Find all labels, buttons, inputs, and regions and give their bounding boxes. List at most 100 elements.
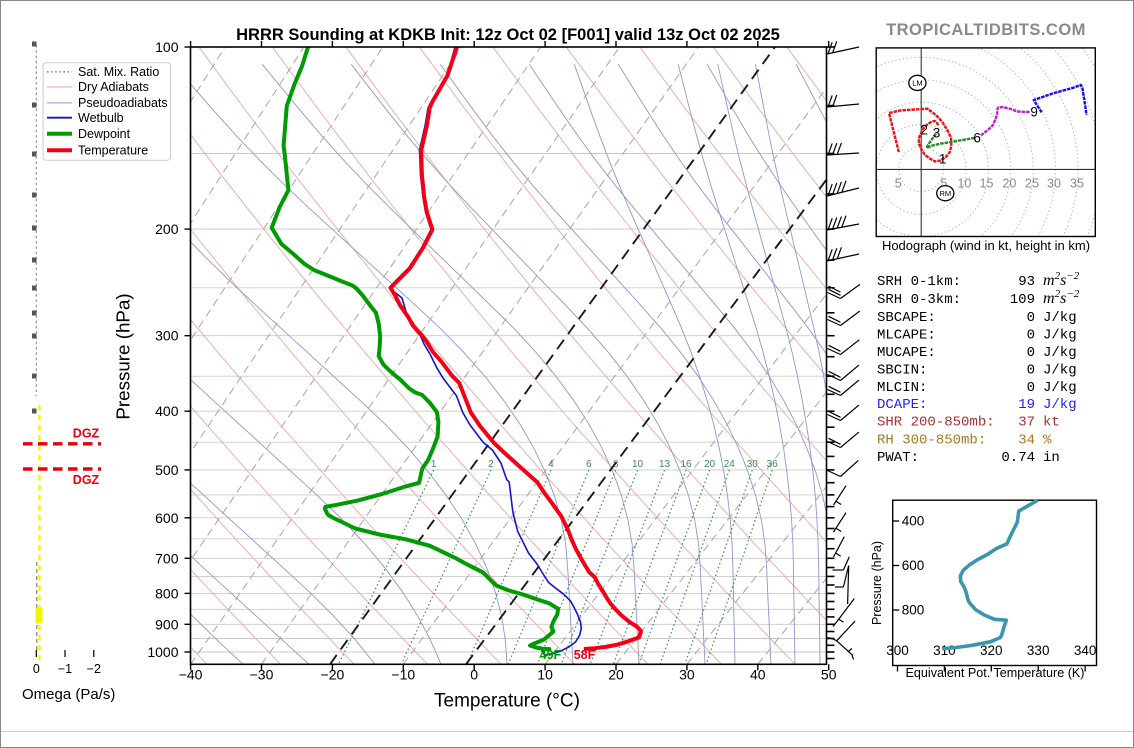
svg-text:SRH 0-1km:: SRH 0-1km:	[877, 274, 961, 290]
svg-text:0: 0	[1027, 345, 1035, 361]
svg-text:0.74: 0.74	[1001, 450, 1035, 466]
svg-text:Temperature (°C): Temperature (°C)	[434, 691, 580, 712]
svg-text:8: 8	[613, 459, 619, 470]
svg-text:10: 10	[632, 459, 644, 470]
svg-text:J/kg: J/kg	[1043, 397, 1077, 413]
svg-text:J/kg: J/kg	[1043, 345, 1077, 361]
svg-text:SBCAPE:: SBCAPE:	[877, 310, 936, 326]
svg-text:310: 310	[933, 643, 956, 658]
svg-text:1000: 1000	[147, 644, 178, 660]
svg-text:93: 93	[1018, 274, 1035, 290]
svg-text:PWAT:: PWAT:	[877, 450, 919, 466]
svg-text:49F: 49F	[540, 648, 562, 662]
svg-text:320: 320	[980, 643, 1003, 658]
svg-text:DCAPE:: DCAPE:	[877, 397, 927, 413]
svg-text:J/kg: J/kg	[1043, 380, 1077, 396]
svg-text:24: 24	[724, 459, 736, 470]
svg-text:−1: −1	[58, 662, 72, 676]
svg-text:800: 800	[155, 585, 179, 601]
svg-text:1: 1	[431, 459, 437, 470]
svg-text:0: 0	[1027, 328, 1035, 344]
svg-text:9: 9	[1030, 104, 1038, 119]
svg-text:700: 700	[155, 550, 179, 566]
svg-text:19: 19	[1018, 397, 1035, 413]
svg-text:36: 36	[767, 459, 779, 470]
svg-text:500: 500	[155, 462, 179, 478]
svg-text:30: 30	[679, 667, 695, 683]
svg-text:400: 400	[155, 403, 179, 419]
svg-text:3: 3	[933, 125, 941, 140]
svg-text:%: %	[1043, 433, 1052, 449]
svg-text:−10: −10	[391, 667, 415, 683]
svg-text:37: 37	[1018, 415, 1035, 431]
svg-text:330: 330	[1027, 643, 1050, 658]
svg-text:340: 340	[1074, 643, 1097, 658]
svg-text:58F: 58F	[574, 648, 596, 662]
svg-text:kt: kt	[1043, 415, 1060, 431]
svg-text:5: 5	[940, 177, 947, 191]
svg-text:DGZ: DGZ	[73, 427, 100, 441]
svg-text:600: 600	[902, 558, 925, 573]
svg-text:20: 20	[704, 459, 716, 470]
svg-text:TROPICALTIDBITS.COM: TROPICALTIDBITS.COM	[886, 21, 1086, 39]
svg-text:600: 600	[155, 510, 179, 526]
svg-text:10: 10	[537, 667, 553, 683]
svg-text:300: 300	[886, 643, 909, 658]
svg-text:MLCAPE:: MLCAPE:	[877, 328, 936, 344]
svg-text:MUCAPE:: MUCAPE:	[877, 345, 936, 361]
svg-text:Sat. Mix. Ratio: Sat. Mix. Ratio	[78, 65, 159, 79]
svg-text:LM: LM	[912, 79, 922, 88]
svg-text:300: 300	[155, 328, 179, 344]
svg-text:6: 6	[586, 459, 592, 470]
svg-text:400: 400	[902, 514, 925, 529]
svg-text:200: 200	[155, 221, 179, 237]
svg-text:SHR 200-850mb:: SHR 200-850mb:	[877, 415, 995, 431]
svg-text:10: 10	[957, 177, 971, 191]
svg-text:1: 1	[939, 152, 947, 167]
svg-text:16: 16	[680, 459, 692, 470]
svg-text:13: 13	[659, 459, 671, 470]
svg-text:40: 40	[750, 667, 766, 683]
svg-text:34: 34	[1018, 433, 1035, 449]
svg-text:20: 20	[608, 667, 624, 683]
svg-text:Pressure (hPa): Pressure (hPa)	[113, 293, 134, 419]
svg-text:900: 900	[155, 616, 179, 632]
svg-text:2: 2	[488, 459, 494, 470]
svg-text:J/kg: J/kg	[1043, 328, 1077, 344]
svg-text:Hodograph (wind in kt, height: Hodograph (wind in kt, height in km)	[882, 238, 1090, 253]
svg-text:Pressure (hPa): Pressure (hPa)	[870, 541, 884, 625]
svg-text:RH 300-850mb:: RH 300-850mb:	[877, 433, 986, 449]
svg-text:Dry Adiabats: Dry Adiabats	[78, 80, 149, 94]
svg-text:0: 0	[470, 667, 478, 683]
svg-text:−20: −20	[321, 667, 345, 683]
svg-text:DGZ: DGZ	[73, 473, 100, 487]
svg-text:100: 100	[155, 39, 179, 55]
svg-text:−40: −40	[179, 667, 203, 683]
svg-text:HRRR Sounding at KDKB Init: 12: HRRR Sounding at KDKB Init: 12z Oct 02 […	[236, 26, 780, 44]
svg-text:50: 50	[821, 667, 837, 683]
svg-text:25: 25	[1025, 177, 1039, 191]
svg-text:Omega (Pa/s): Omega (Pa/s)	[22, 686, 115, 703]
svg-text:in: in	[1043, 450, 1060, 466]
svg-text:Pseudoadiabats: Pseudoadiabats	[78, 96, 168, 110]
svg-text:Dewpoint: Dewpoint	[78, 127, 131, 141]
svg-text:2: 2	[920, 122, 928, 137]
svg-text:SRH 0-3km:: SRH 0-3km:	[877, 292, 961, 308]
svg-text:5: 5	[895, 177, 902, 191]
svg-text:0: 0	[1027, 380, 1035, 396]
svg-text:35: 35	[1070, 177, 1084, 191]
svg-text:800: 800	[902, 603, 925, 618]
svg-text:30: 30	[1047, 177, 1061, 191]
svg-text:Wetbulb: Wetbulb	[78, 111, 124, 125]
svg-text:109: 109	[1010, 292, 1035, 308]
svg-text:J/kg: J/kg	[1043, 310, 1077, 326]
svg-text:4: 4	[548, 459, 554, 470]
svg-text:0: 0	[1027, 310, 1035, 326]
svg-text:SBCIN:: SBCIN:	[877, 363, 927, 379]
svg-text:−30: −30	[250, 667, 274, 683]
svg-text:6: 6	[973, 130, 981, 145]
svg-text:15: 15	[980, 177, 994, 191]
svg-text:Equivalent Pot. Temperature (K: Equivalent Pot. Temperature (K)	[906, 666, 1085, 680]
svg-text:J/kg: J/kg	[1043, 363, 1077, 379]
svg-text:MLCIN:: MLCIN:	[877, 380, 927, 396]
